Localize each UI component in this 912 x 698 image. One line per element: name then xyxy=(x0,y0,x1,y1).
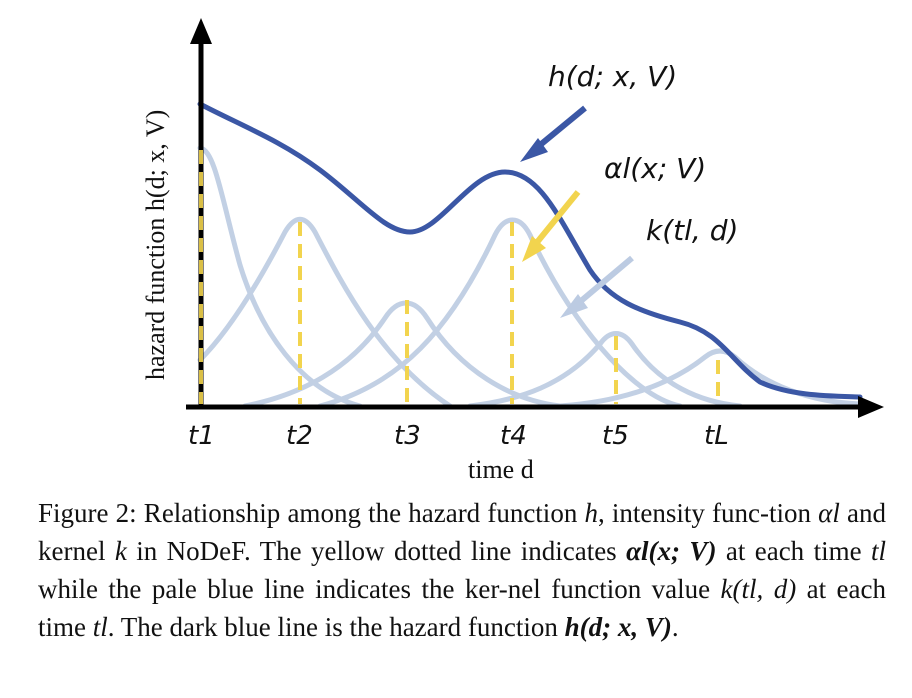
caption-text-7: . The dark blue line is the hazard funct… xyxy=(107,612,558,642)
intensity-lines xyxy=(199,150,720,404)
tick-label-t1: t1 xyxy=(188,421,215,451)
caption-end: . xyxy=(671,612,679,642)
caption-text-6: at each time xyxy=(38,574,886,642)
tick-label-t3: t3 xyxy=(394,421,421,451)
intensity-arrow-line xyxy=(531,190,581,248)
y-axis-label: hazard function h(d; x, V) xyxy=(141,110,170,380)
kernel-label: k(tl, d) xyxy=(646,214,738,247)
intensity-arrow-head xyxy=(522,236,546,262)
kernel-arrow-line xyxy=(573,255,634,309)
kernel-curve-5 xyxy=(467,331,743,409)
caption-h: h xyxy=(584,498,598,528)
caption-text-3: in NoDeF. The yellow dotted line indicat… xyxy=(136,536,617,566)
caption-k: k xyxy=(114,536,127,566)
tick-labels: t1 t2 t3 t4 t5 tL xyxy=(188,421,729,451)
hazard-curve xyxy=(197,101,863,400)
kernel-arrow-head xyxy=(560,294,588,318)
axes xyxy=(186,18,884,418)
caption-text-1: , intensity func-tion xyxy=(597,498,812,528)
caption-text-4: at each time xyxy=(725,536,862,566)
tick-label-t4: t4 xyxy=(500,421,527,451)
caption-prefix: Figure 2: Relationship among the hazard … xyxy=(38,498,578,528)
caption-tl: tl xyxy=(871,536,887,566)
caption-alpha: αl xyxy=(818,498,840,528)
tick-label-t2: t2 xyxy=(286,421,313,451)
caption-text-2: and kernel xyxy=(38,498,886,566)
caption-k-full: k(tl, d) xyxy=(720,574,797,604)
caption-text-5: while the pale blue line indicates the k… xyxy=(38,574,711,604)
hazard-diagram: h(d; x, V) αl(x; V) k(tl, d) hazard func… xyxy=(141,18,884,480)
y-axis-arrow xyxy=(190,18,212,44)
figure-caption: Figure 2: Relationship among the hazard … xyxy=(38,494,886,646)
x-axis-label: time d xyxy=(468,455,534,480)
tick-label-t5: t5 xyxy=(602,421,629,451)
kernel-curve-2 xyxy=(197,216,453,409)
caption-tl-2: tl xyxy=(92,612,108,642)
hazard-arrow-head xyxy=(520,138,548,162)
tick-label-tL: tL xyxy=(704,421,729,451)
caption-alpha-full: αl(x; V) xyxy=(626,536,717,566)
x-axis-arrow xyxy=(858,396,884,418)
hazard-arrow-line xyxy=(532,105,587,153)
kernel-curve-6 xyxy=(557,348,863,409)
hazard-label: h(d; x, V) xyxy=(548,60,677,93)
caption-h-full: h(d; x, V) xyxy=(564,612,672,642)
kernel-curve-4 xyxy=(317,217,683,409)
annotation-arrows xyxy=(520,105,634,318)
intensity-label: αl(x; V) xyxy=(604,152,706,185)
